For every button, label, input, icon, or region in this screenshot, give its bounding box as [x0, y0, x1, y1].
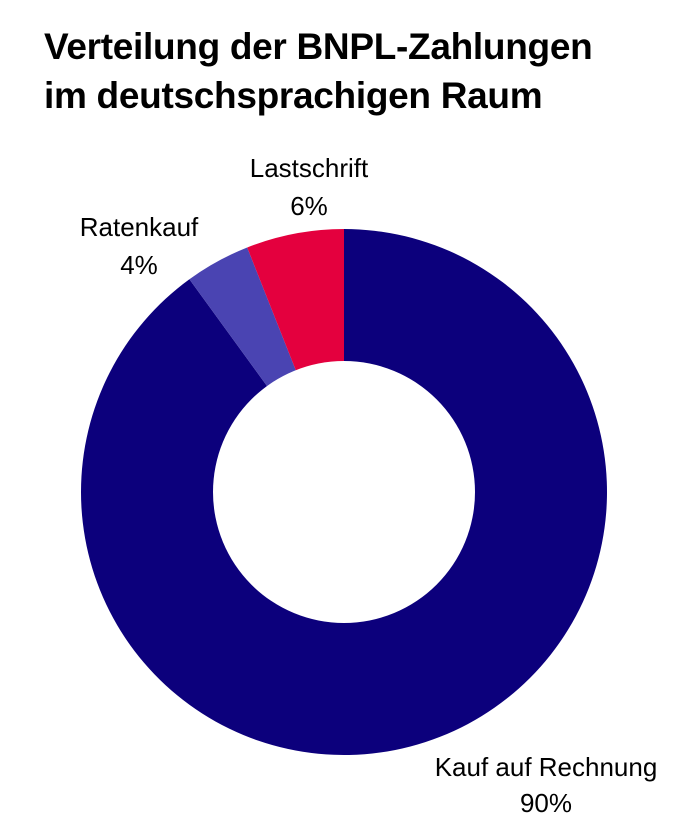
slice-label-kauf-auf-rechnung: Kauf auf Rechnung: [435, 752, 658, 782]
slice-label-lastschrift: Lastschrift: [250, 153, 369, 183]
slice-value-ratenkauf: 4%: [120, 250, 158, 280]
slice-value-lastschrift: 6%: [290, 191, 328, 221]
chart-title-line-1: Verteilung der BNPL-Zahlungen: [44, 26, 593, 67]
chart-title: Verteilung der BNPL-Zahlungen im deutsch…: [44, 22, 664, 120]
slice-label-ratenkauf: Ratenkauf: [80, 212, 199, 242]
chart-title-line-2: im deutschsprachigen Raum: [44, 75, 543, 116]
donut-hole: [213, 361, 475, 623]
slice-value-kauf-auf-rechnung: 90%: [520, 788, 572, 818]
